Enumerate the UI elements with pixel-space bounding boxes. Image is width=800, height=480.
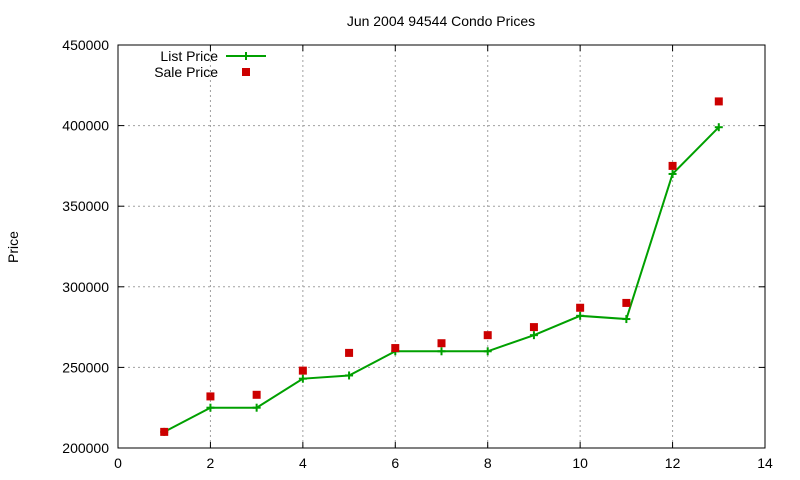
series-line [163,126,720,433]
data-point [298,366,307,375]
x-tick-label: 10 [572,455,588,471]
legend-label: List Price [160,48,218,64]
y-tick-label: 400000 [62,118,109,134]
y-tick-label: 250000 [62,359,109,375]
data-point [298,374,307,383]
x-tick-label: 4 [299,455,307,471]
data-point [668,161,677,170]
series-layer [160,97,723,436]
x-tick-label: 0 [114,455,122,471]
data-point [206,403,215,412]
data-point [576,311,585,320]
data-point [345,348,354,357]
x-tick-label: 12 [665,455,681,471]
series-sale-price [160,97,723,436]
data-point [206,392,215,401]
data-point [483,347,492,356]
y-tick-label: 300000 [62,279,109,295]
data-point [714,97,723,106]
grid [118,45,765,448]
x-tick-label: 8 [484,455,492,471]
y-tick-label: 200000 [62,440,109,456]
y-tick-label: 350000 [62,198,109,214]
data-point [483,331,492,340]
axis-ticks: 0 2 4 6 8 10 12 14 200000 250000 300000 350000 40000… [62,37,773,471]
x-tick-label: 6 [391,455,399,471]
data-point [714,123,723,132]
data-point [668,169,677,178]
plot-frame [117,44,766,449]
data-point [622,298,631,307]
data-point [437,339,446,348]
data-point [437,347,446,356]
data-point [252,403,261,412]
series-list-price [160,123,723,436]
data-point [345,371,354,380]
data-point [529,331,538,340]
data-point [252,390,261,399]
y-axis-label: Price [5,231,21,263]
data-point [576,303,585,312]
data-point [391,344,400,353]
x-tick-label: 14 [757,455,773,471]
legend-label: Sale Price [154,64,218,80]
chart-title: Jun 2004 94544 Condo Prices [347,13,535,29]
data-point [529,323,538,332]
data-point [160,427,169,436]
x-tick-label: 2 [207,455,215,471]
legend-marker [242,52,250,60]
legend-marker [242,68,250,76]
data-point [622,315,631,324]
y-tick-label: 450000 [62,37,109,53]
